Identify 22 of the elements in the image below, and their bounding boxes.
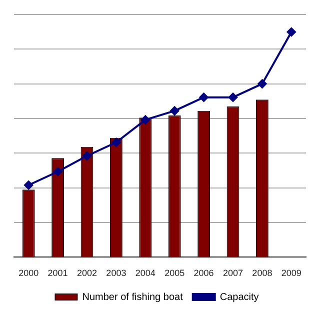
point — [228, 92, 238, 102]
x-tick-label: 2001 — [48, 268, 68, 278]
point — [199, 92, 208, 102]
x-tick-label: 2007 — [222, 268, 244, 278]
x-tick-label: 2005 — [164, 268, 185, 278]
legend-label: Number of fishing boat — [82, 292, 184, 303]
point — [82, 151, 92, 160]
point — [258, 79, 267, 88]
point — [170, 106, 180, 116]
point — [140, 115, 150, 124]
point — [24, 180, 34, 190]
x-tick-label: 2009 — [281, 268, 302, 278]
point — [286, 28, 296, 37]
point — [112, 138, 121, 147]
x-tick-label: 2000 — [18, 268, 39, 278]
x-tick-label: 2002 — [76, 268, 98, 278]
legend-label: Capacity — [220, 292, 259, 303]
x-tick-label: 2006 — [194, 268, 214, 278]
x-tick-label: 2003 — [106, 268, 126, 278]
point — [53, 167, 62, 176]
x-tick-label: 2004 — [135, 268, 156, 278]
x-tick-label: 2008 — [252, 268, 272, 278]
